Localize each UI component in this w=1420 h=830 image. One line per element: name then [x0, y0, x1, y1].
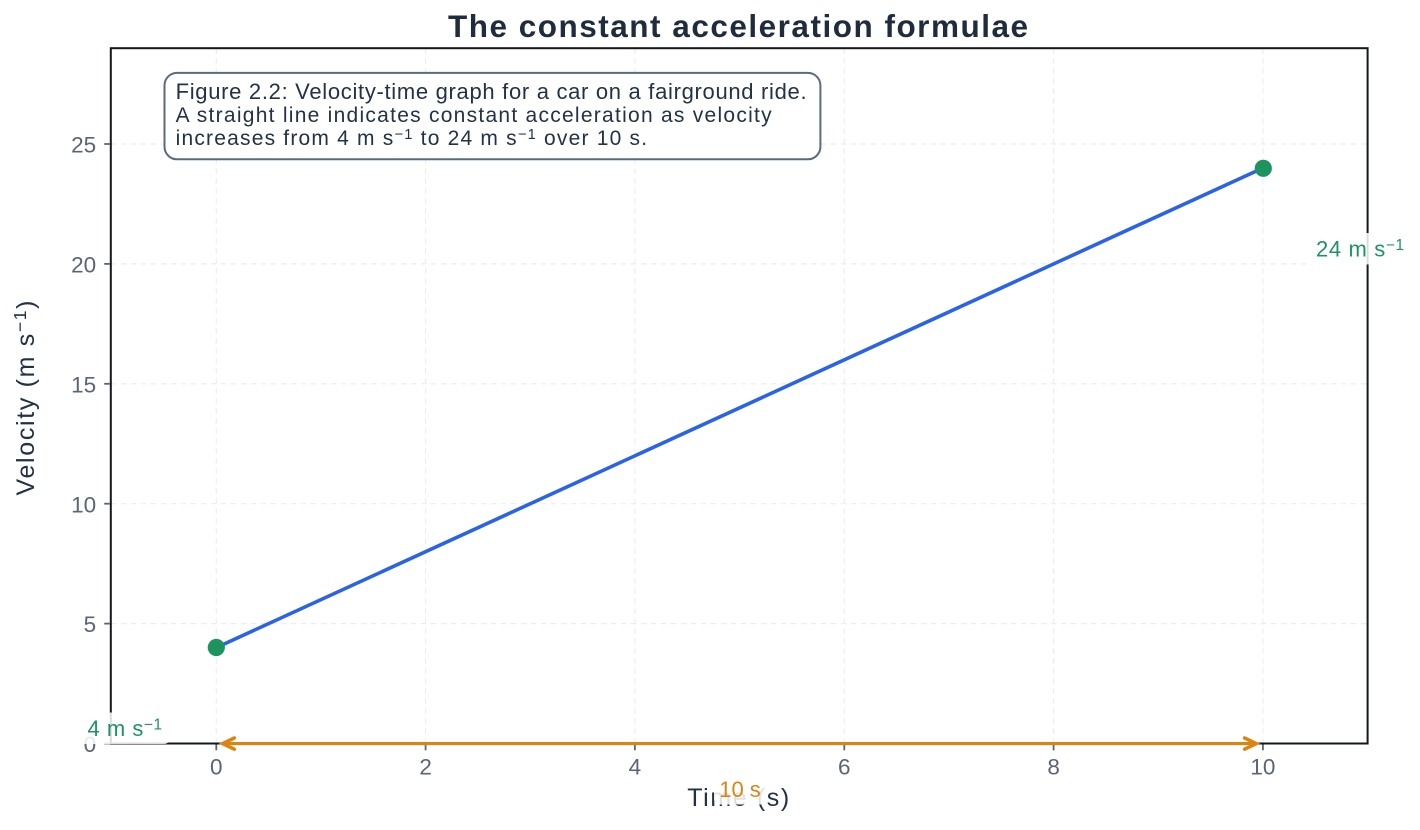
svg-text:Figure 2.2: Velocity-time grap: Figure 2.2: Velocity-time graph for a ca… [176, 79, 807, 104]
svg-text:5: 5 [84, 612, 97, 637]
svg-text:8: 8 [1047, 754, 1060, 779]
svg-text:The constant acceleration form: The constant acceleration formulae [448, 8, 1028, 44]
svg-text:0: 0 [210, 754, 223, 779]
svg-text:20: 20 [71, 253, 96, 278]
svg-text:4: 4 [629, 754, 642, 779]
svg-text:10: 10 [71, 492, 96, 517]
svg-text:6: 6 [838, 754, 851, 779]
svg-text:15: 15 [71, 372, 96, 397]
svg-text:10: 10 [1250, 754, 1275, 779]
svg-text:25: 25 [71, 133, 96, 158]
svg-text:10 s: 10 s [719, 777, 761, 802]
svg-text:2: 2 [419, 754, 432, 779]
svg-text:A straight line indicates cons: A straight line indicates constant accel… [176, 104, 773, 127]
